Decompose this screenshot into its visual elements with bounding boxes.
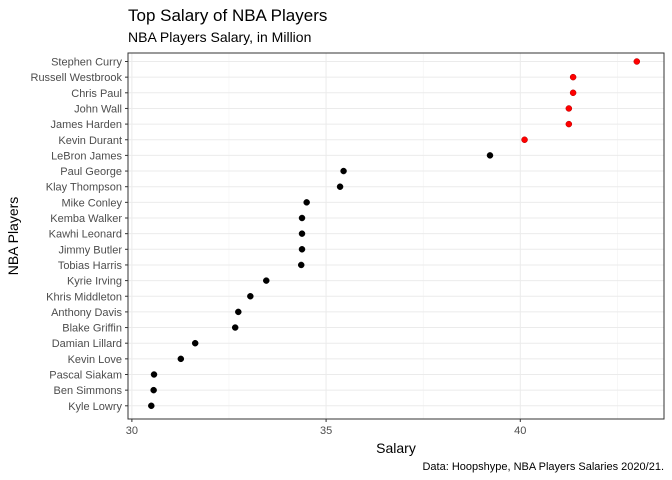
x-tick-label: 40 [514, 425, 526, 437]
data-point [247, 293, 254, 300]
y-tick-label: Damian Lillard [52, 338, 122, 350]
data-point [231, 324, 239, 331]
highlighted-data-point [633, 58, 641, 65]
y-tick-label: Kevin Love [68, 354, 122, 366]
y-tick-label: Paul George [60, 166, 122, 178]
data-point [303, 199, 310, 206]
y-tick-label: Kyrie Irving [67, 276, 122, 288]
data-point [297, 261, 305, 269]
data-points [148, 58, 641, 410]
plot-panel-border [127, 52, 665, 420]
y-tick-labels: Stephen Curry Russell Westbrook Chris Paul… [31, 57, 128, 413]
highlighted-data-point [565, 105, 573, 112]
y-tick-label: Stephen Curry [51, 57, 122, 69]
y-tick-label: Jimmy Butler [58, 244, 122, 256]
x-axis-label: Salary [376, 440, 416, 456]
data-point [148, 402, 155, 410]
y-tick-label: Russell Westbrook [31, 72, 123, 84]
data-point [150, 371, 158, 378]
y-tick-label: Anthony Davis [51, 307, 122, 319]
y-tick-label: LeBron James [51, 150, 122, 162]
y-tick-label: James Harden [50, 119, 122, 131]
x-tick-labels: 30 35 40 [126, 419, 526, 437]
y-tick-label: Kemba Walker [50, 213, 122, 225]
y-tick-label: Kyle Lowry [68, 401, 122, 413]
y-axis-label: NBA Players [5, 197, 21, 276]
x-tick-label: 35 [320, 425, 332, 437]
chart-caption: Data: Hoopshype, NBA Players Salaries 20… [422, 461, 664, 473]
data-point [340, 167, 347, 175]
data-point [298, 214, 306, 222]
y-tick-label: Klay Thompson [46, 182, 122, 194]
y-tick-label: Chris Paul [71, 88, 122, 100]
highlighted-data-point [565, 120, 573, 128]
y-tick-label: Kawhi Leonard [49, 229, 122, 241]
y-tick-label: John Wall [74, 103, 122, 115]
data-point [191, 339, 199, 347]
grid [128, 53, 664, 419]
chart-title: Top Salary of NBA Players [128, 6, 327, 25]
highlighted-data-point [569, 89, 577, 97]
data-point [150, 386, 157, 394]
y-tick-label: Blake Griffin [62, 323, 122, 335]
data-point [298, 246, 306, 253]
data-point [235, 308, 242, 316]
data-point [263, 277, 270, 284]
highlighted-data-point [521, 136, 528, 143]
data-point [298, 230, 306, 237]
y-tick-label: Kevin Durant [58, 135, 122, 147]
y-tick-label: Mike Conley [61, 197, 122, 209]
chart-subtitle: NBA Players Salary, in Million [128, 29, 311, 45]
x-tick-label: 30 [126, 425, 138, 437]
y-tick-label: Tobias Harris [58, 260, 123, 272]
y-tick-label: Pascal Siakam [49, 370, 122, 382]
y-tick-label: Ben Simmons [54, 385, 123, 397]
y-tick-label: Khris Middleton [46, 291, 122, 303]
data-point [336, 183, 344, 190]
data-point [486, 152, 494, 159]
highlighted-data-point [569, 73, 577, 81]
data-point [177, 355, 185, 363]
